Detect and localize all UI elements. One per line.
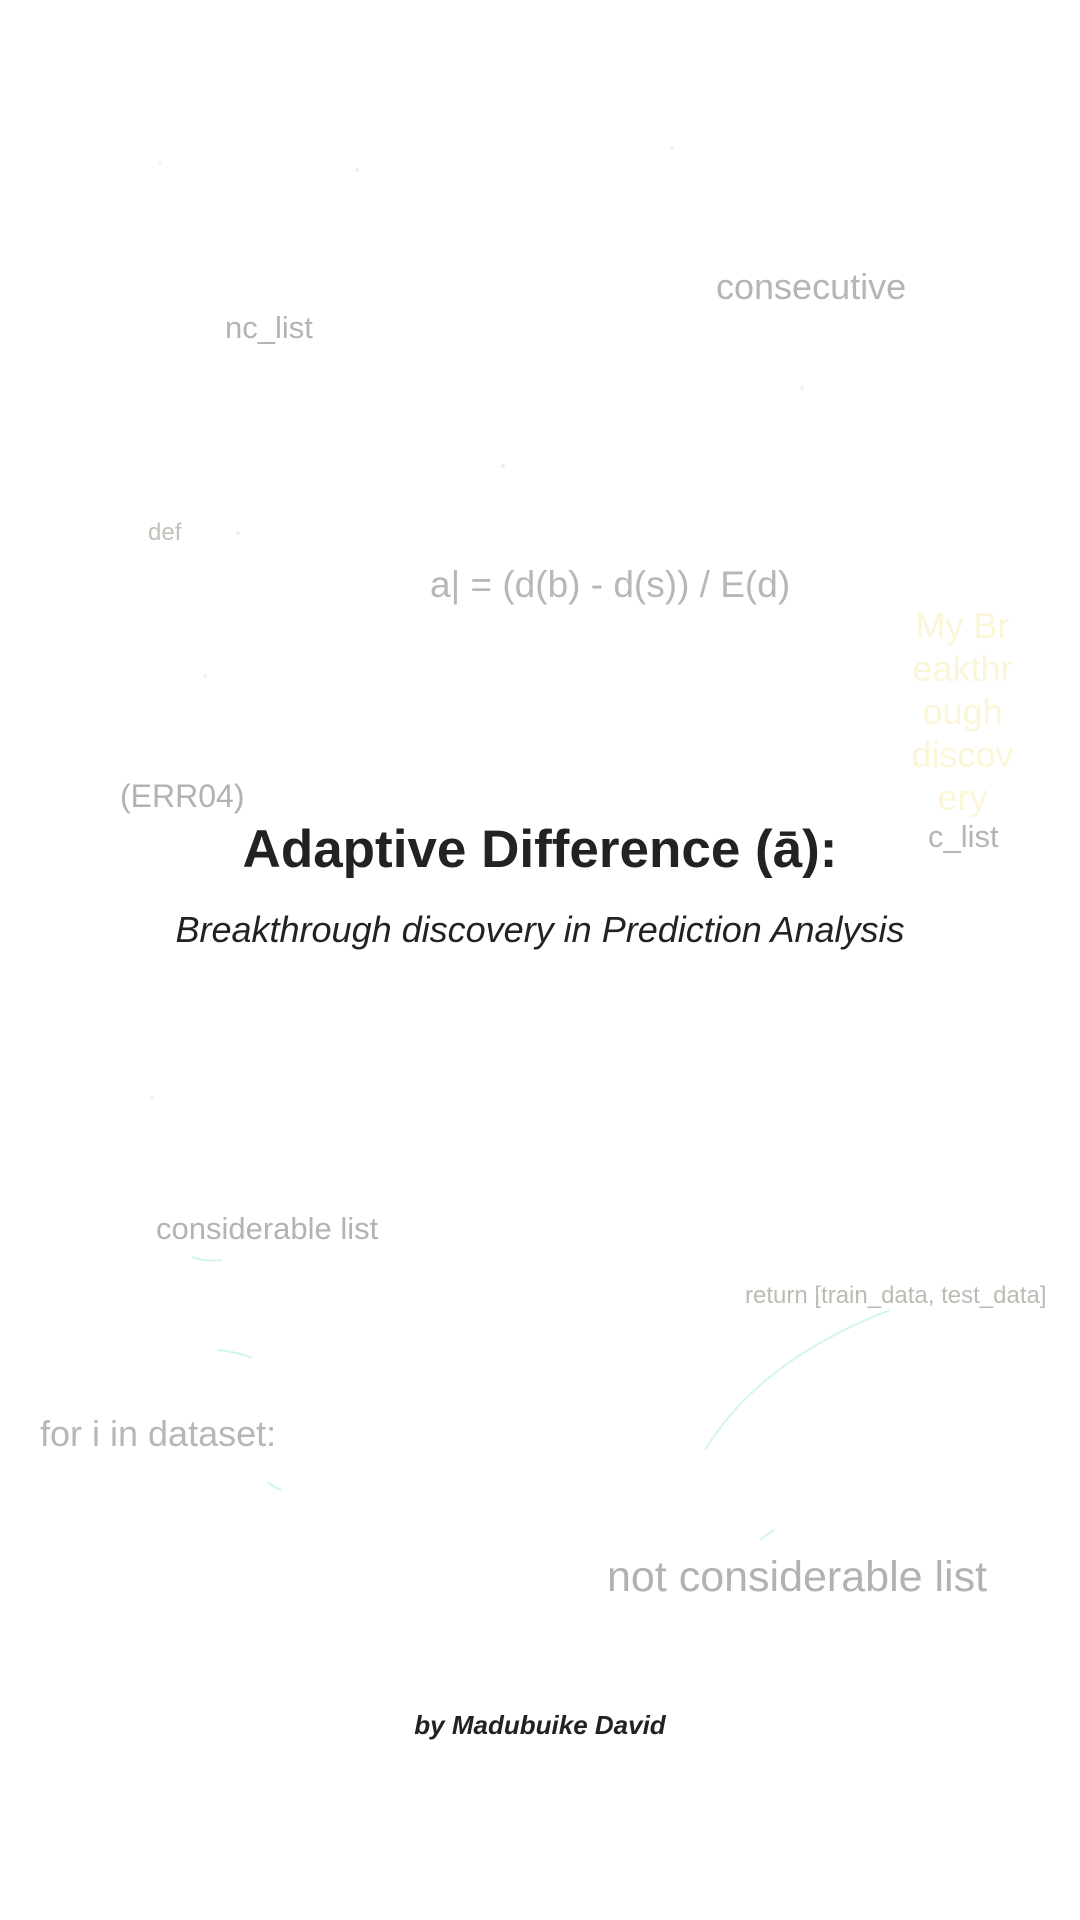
faint-dot <box>203 674 207 678</box>
bg-word-return: return [train_data, test_data] <box>745 1282 1047 1309</box>
bg-word-err: (ERR04) <box>120 778 245 814</box>
faint-dot <box>158 161 162 165</box>
cover-title: Adaptive Difference (ā): <box>242 820 838 879</box>
teal-dash-stroke <box>267 1481 283 1491</box>
faint-dot <box>670 146 674 150</box>
bg-word-consecutive: consecutive <box>716 266 907 307</box>
teal-dash-stroke <box>759 1529 776 1541</box>
cover-subtitle: Breakthrough discovery in Prediction Ana… <box>175 909 905 950</box>
faint-dot <box>800 386 804 390</box>
faint-dot <box>501 464 505 468</box>
bg-word-considerable-list: considerable list <box>156 1211 379 1246</box>
bg-word-not-considerable-list: not considerable list <box>607 1553 988 1601</box>
cover-author: by Madubuike David <box>414 1710 666 1740</box>
faint-dot <box>236 531 240 535</box>
bg-formula: a| = (d(b) - d(s)) / E(d) <box>430 564 791 605</box>
faint-dot <box>355 168 359 172</box>
teal-arc-stroke <box>704 1309 891 1451</box>
bg-word-nc-list: nc_list <box>225 310 313 345</box>
teal-dash-stroke <box>191 1256 223 1262</box>
bg-word-c-list: c_list <box>928 819 999 854</box>
bg-word-for-loop: for i in dataset: <box>40 1413 277 1454</box>
faint-dot <box>150 1096 154 1100</box>
bg-word-def: def <box>148 519 182 546</box>
teal-dash-stroke <box>217 1349 253 1359</box>
bg-faint-vertical-text: My Breakthrough discovery <box>911 605 1014 818</box>
